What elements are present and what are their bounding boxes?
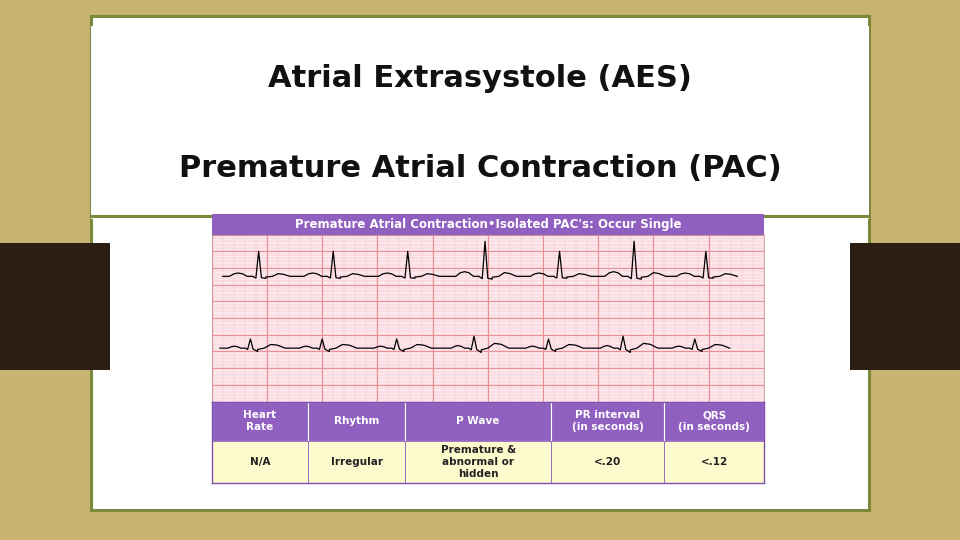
Bar [405,441,551,483]
Text: QRS
(in seconds): QRS (in seconds) [678,410,750,432]
Text: Premature &
abnormal or
hidden: Premature & abnormal or hidden [441,446,516,478]
Text: Rhythm: Rhythm [334,416,379,426]
Bar [551,402,664,441]
Text: PR interval
(in seconds): PR interval (in seconds) [572,410,644,432]
Text: P Wave: P Wave [456,416,500,426]
Bar [308,402,405,441]
Bar [212,441,308,483]
Text: Atrial Extrasystole (AES): Atrial Extrasystole (AES) [268,64,692,93]
Bar [405,402,551,441]
Bar [664,402,764,441]
Text: N/A: N/A [250,457,271,467]
Bar [664,441,764,483]
Bar [551,441,664,483]
Text: <.12: <.12 [701,457,728,467]
Text: <.20: <.20 [594,457,621,467]
Text: Irregular: Irregular [330,457,383,467]
Bar [212,402,308,441]
Text: Heart
Rate: Heart Rate [244,410,276,432]
Bar [308,441,405,483]
Text: Premature Atrial Contraction•Isolated PAC's: Occur Single: Premature Atrial Contraction•Isolated PA… [295,218,681,231]
Text: Premature Atrial Contraction (PAC): Premature Atrial Contraction (PAC) [179,154,781,183]
